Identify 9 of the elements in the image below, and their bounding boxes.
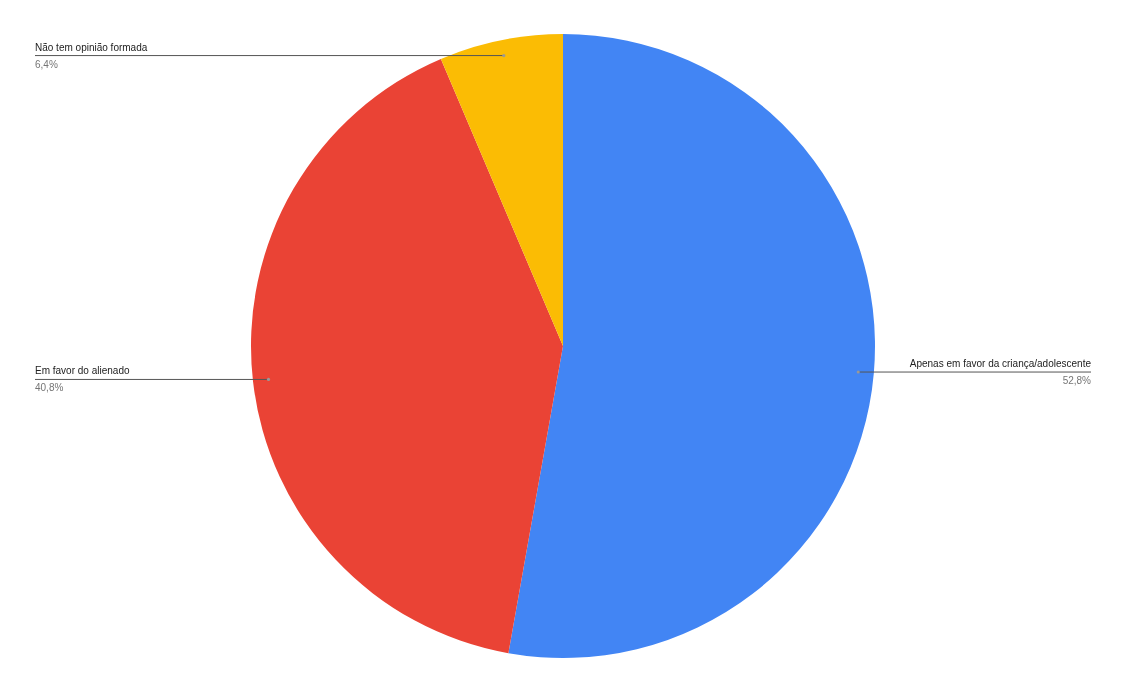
pie-slice: [508, 34, 875, 658]
pie-slice: [251, 58, 563, 654]
pie-slice: [440, 34, 563, 346]
slice-label: Em favor do alienado: [35, 365, 130, 377]
data-label: 52,8%: [1062, 375, 1092, 387]
slice-label: Apenas em favor da criança/adolescente: [909, 358, 1092, 370]
data-label: 6,4%: [35, 58, 58, 70]
slice-label: Não tem opinião formada: [35, 41, 148, 53]
data-label: 40,8%: [35, 382, 64, 394]
